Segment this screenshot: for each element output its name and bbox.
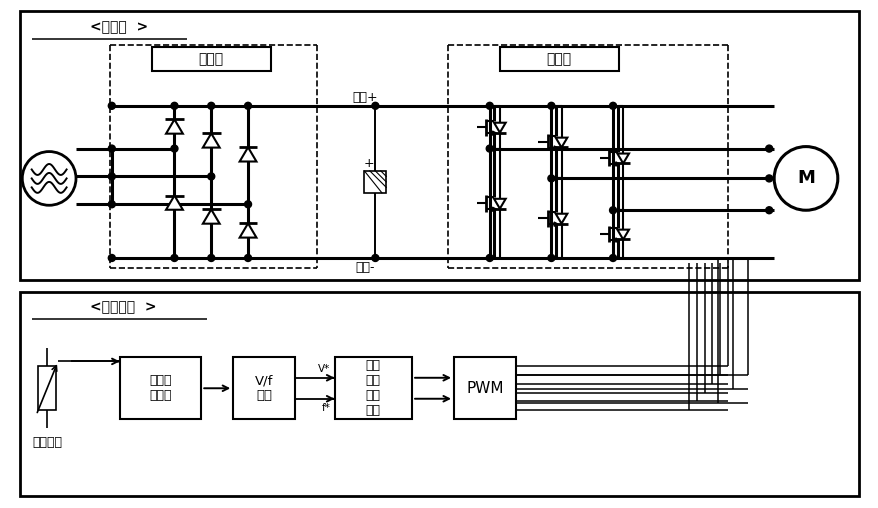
Polygon shape [203, 209, 220, 224]
Polygon shape [203, 134, 220, 148]
Circle shape [608, 255, 615, 262]
Circle shape [244, 201, 251, 208]
Circle shape [171, 102, 177, 109]
Circle shape [171, 145, 177, 152]
Bar [20, 292, 858, 496]
Text: M: M [796, 169, 814, 187]
Text: 直流-: 直流- [356, 262, 375, 274]
Bar [233, 358, 294, 419]
Text: 频率设定: 频率设定 [32, 436, 62, 450]
Circle shape [244, 102, 251, 109]
Circle shape [108, 145, 115, 152]
Polygon shape [615, 162, 619, 166]
Text: 直流+: 直流+ [352, 91, 378, 104]
Polygon shape [492, 207, 496, 211]
Polygon shape [240, 224, 256, 238]
Circle shape [108, 102, 115, 109]
Circle shape [171, 255, 177, 262]
Polygon shape [493, 199, 505, 209]
Polygon shape [555, 138, 566, 147]
Text: PWM: PWM [465, 381, 503, 396]
Polygon shape [616, 230, 629, 239]
Circle shape [108, 201, 115, 208]
Bar [151, 47, 270, 71]
Circle shape [22, 151, 76, 205]
Text: 整流器: 整流器 [198, 52, 224, 66]
Circle shape [371, 255, 378, 262]
Bar [335, 358, 412, 419]
Polygon shape [493, 123, 505, 133]
Circle shape [547, 255, 554, 262]
Circle shape [108, 255, 115, 262]
Polygon shape [240, 147, 256, 162]
Circle shape [547, 175, 554, 182]
Text: V*: V* [318, 364, 330, 374]
Circle shape [486, 145, 493, 152]
Circle shape [765, 175, 772, 182]
Bar [453, 358, 515, 419]
Circle shape [486, 255, 493, 262]
Text: 逆变器: 逆变器 [546, 52, 572, 66]
Bar [119, 358, 201, 419]
Circle shape [371, 102, 378, 109]
Circle shape [765, 145, 772, 152]
Circle shape [207, 173, 214, 180]
Circle shape [765, 207, 772, 214]
Bar [38, 366, 56, 410]
Polygon shape [553, 146, 558, 150]
Polygon shape [166, 196, 183, 210]
Polygon shape [492, 131, 496, 135]
Bar [364, 171, 385, 193]
Circle shape [608, 102, 615, 109]
Circle shape [608, 207, 615, 214]
Text: <主电路  >: <主电路 > [90, 20, 148, 34]
Polygon shape [615, 238, 619, 242]
Polygon shape [553, 222, 558, 226]
Text: 加减速
运算器: 加减速 运算器 [149, 374, 171, 402]
Text: f*: f* [321, 403, 330, 412]
Circle shape [207, 102, 214, 109]
Text: <控制电路  >: <控制电路 > [90, 300, 156, 314]
Circle shape [108, 173, 115, 180]
Polygon shape [616, 153, 629, 164]
Circle shape [774, 147, 837, 210]
Circle shape [486, 102, 493, 109]
Text: V/f
模式: V/f 模式 [255, 374, 273, 402]
Circle shape [547, 102, 554, 109]
Polygon shape [555, 214, 566, 224]
Bar [499, 47, 618, 71]
Text: 三相
电压
指令
运算: 三相 电压 指令 运算 [365, 359, 380, 417]
Circle shape [207, 255, 214, 262]
Polygon shape [166, 119, 183, 134]
Circle shape [244, 255, 251, 262]
Text: +: + [363, 156, 374, 170]
Bar [20, 11, 858, 280]
